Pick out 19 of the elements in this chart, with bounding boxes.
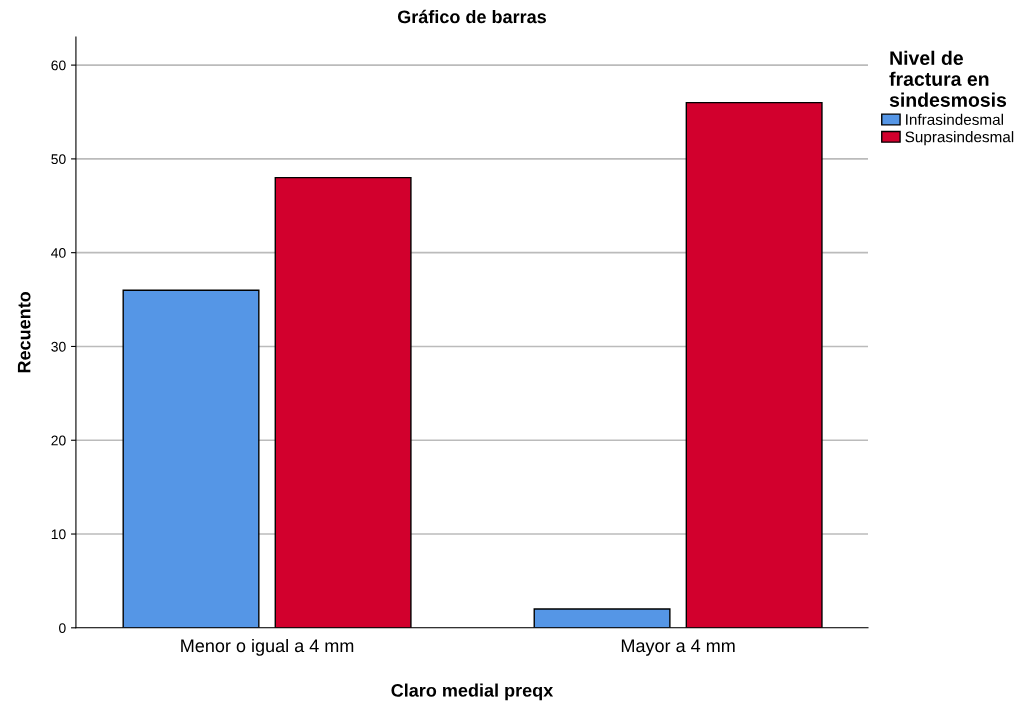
bar	[685, 101, 823, 628]
legend-label: Suprasindesmal	[905, 131, 1014, 146]
legend-title: Nivel de fractura en sindesmosis	[889, 50, 1007, 107]
chart-title: Gráfico de barras	[397, 9, 546, 24]
x-tick-label: Mayor a 4 mm	[621, 639, 735, 656]
bar	[122, 289, 260, 628]
y-axis-title: Recuento	[17, 291, 31, 373]
x-axis-title: Claro medial preqx	[391, 683, 554, 701]
bar	[274, 176, 412, 628]
legend-label: Infrasindesmal	[906, 113, 1003, 126]
y-tick-label: 40	[51, 248, 66, 258]
x-tick-label: Menor o igual a 4 mm	[181, 638, 354, 656]
bar	[533, 608, 671, 628]
y-tick-label: 0	[59, 623, 66, 633]
y-tick-label: 50	[51, 154, 66, 165]
y-tick-label: 60	[51, 60, 66, 71]
y-tick-label: 30	[51, 341, 66, 352]
y-tick-label: 20	[51, 435, 66, 446]
y-tick-label: 10	[51, 529, 66, 540]
